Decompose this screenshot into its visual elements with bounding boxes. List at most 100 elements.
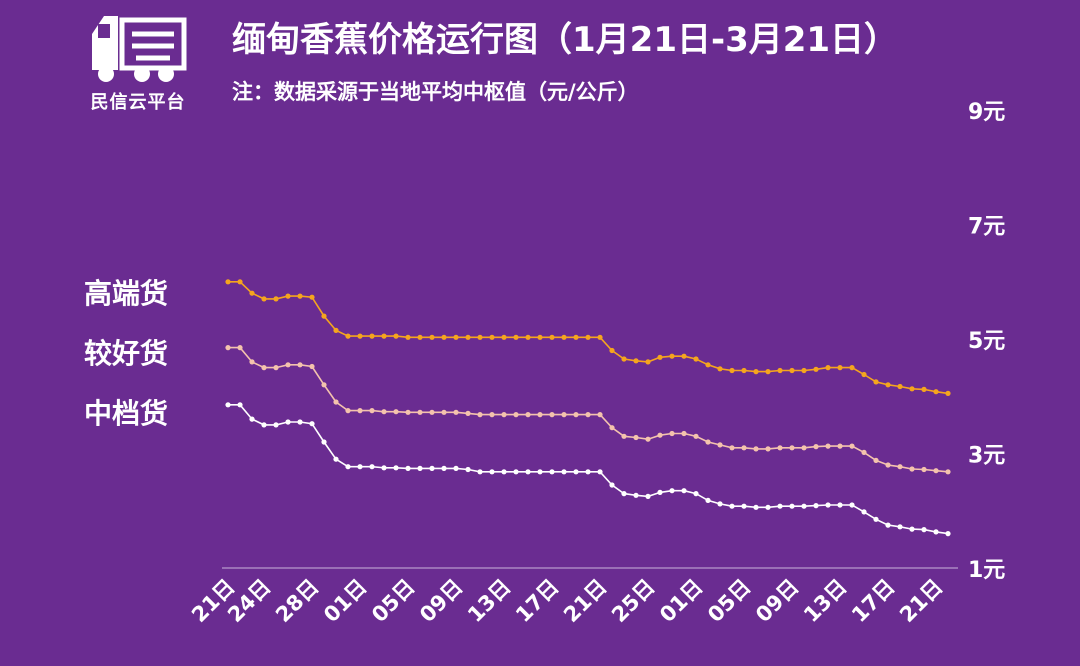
data-point-good-22: [489, 412, 495, 418]
data-point-high-46: [777, 367, 783, 374]
data-point-mid-45: [765, 504, 771, 510]
data-point-high-52: [849, 365, 855, 371]
data-point-mid-35: [645, 493, 651, 499]
data-point-high-16: [417, 334, 423, 340]
data-point-good-51: [837, 443, 843, 449]
data-point-high-26: [537, 334, 543, 340]
data-point-mid-14: [393, 465, 399, 471]
data-point-high-18: [441, 334, 447, 340]
data-point-mid-38: [681, 488, 687, 494]
data-point-mid-47: [789, 503, 795, 509]
data-point-mid-58: [921, 527, 927, 533]
data-point-mid-50: [825, 502, 831, 508]
data-point-mid-26: [537, 469, 543, 475]
data-point-high-13: [381, 333, 387, 339]
data-point-mid-33: [621, 491, 627, 497]
data-point-good-37: [669, 430, 675, 437]
x-tick-label-10: 01日: [655, 575, 707, 627]
data-point-mid-49: [813, 503, 819, 509]
data-point-mid-27: [549, 469, 555, 475]
data-point-good-19: [453, 409, 459, 415]
data-point-mid-30: [585, 469, 591, 475]
data-point-good-21: [477, 412, 483, 418]
data-point-high-31: [597, 334, 603, 340]
data-point-good-32: [609, 425, 615, 431]
data-point-mid-19: [453, 465, 459, 471]
legend-label-high: 高端货: [84, 277, 169, 310]
data-point-high-6: [297, 293, 303, 299]
data-point-good-3: [261, 365, 267, 371]
data-point-good-44: [753, 446, 759, 452]
data-point-high-37: [669, 353, 675, 359]
data-point-good-39: [693, 433, 699, 439]
data-point-high-5: [285, 293, 291, 299]
data-point-mid-10: [345, 464, 351, 470]
data-point-mid-55: [885, 522, 891, 528]
data-point-mid-59: [933, 529, 939, 535]
data-point-good-35: [645, 436, 651, 442]
data-point-good-59: [933, 468, 939, 474]
data-point-good-52: [849, 443, 855, 449]
data-point-good-30: [585, 412, 591, 418]
data-point-good-18: [441, 409, 447, 415]
data-point-high-39: [693, 356, 699, 362]
data-point-good-10: [345, 408, 351, 414]
data-point-high-23: [501, 334, 507, 340]
data-point-mid-56: [897, 524, 903, 530]
y-tick-label-2: 5元: [968, 329, 1005, 354]
data-point-good-0: [225, 345, 231, 351]
data-point-good-34: [633, 434, 639, 441]
data-point-good-5: [285, 362, 291, 368]
data-point-good-13: [381, 409, 387, 415]
data-point-good-7: [309, 363, 315, 370]
data-point-good-56: [897, 464, 903, 470]
data-point-good-53: [861, 449, 867, 455]
data-point-mid-53: [861, 509, 867, 515]
x-tick-label-14: 17日: [847, 575, 899, 627]
x-tick-label-13: 13日: [799, 575, 851, 627]
x-tick-label-2: 28日: [271, 575, 323, 627]
series-line-mid: [228, 403, 949, 535]
data-point-high-48: [801, 367, 807, 374]
x-tick-label-12: 09日: [751, 575, 803, 627]
data-point-mid-44: [753, 504, 759, 510]
x-tick-label-11: 05日: [703, 575, 755, 627]
x-tick-label-1: 24日: [223, 575, 275, 627]
data-point-mid-37: [669, 488, 675, 494]
data-point-mid-29: [573, 469, 579, 475]
data-point-good-36: [657, 432, 663, 438]
data-point-mid-6: [297, 419, 303, 425]
data-point-high-1: [237, 279, 243, 285]
y-tick-label-4: 9元: [968, 100, 1005, 125]
data-point-high-55: [885, 382, 891, 388]
data-point-good-4: [273, 365, 279, 371]
data-point-high-12: [369, 333, 375, 339]
data-point-high-41: [717, 366, 723, 372]
data-point-high-25: [525, 334, 531, 340]
data-point-good-20: [465, 410, 471, 416]
data-point-mid-23: [501, 469, 507, 475]
data-point-mid-16: [417, 465, 423, 471]
data-point-high-30: [585, 334, 591, 340]
data-point-mid-5: [285, 419, 291, 425]
data-point-mid-57: [909, 526, 915, 532]
data-point-high-8: [321, 313, 327, 319]
data-point-high-38: [681, 353, 687, 359]
x-tick-label-4: 05日: [367, 575, 419, 627]
data-point-high-10: [345, 333, 351, 339]
data-point-high-60: [945, 390, 951, 396]
data-point-high-43: [741, 367, 747, 374]
x-tick-label-3: 01日: [319, 575, 371, 627]
data-point-mid-60: [945, 531, 951, 537]
data-point-mid-43: [741, 503, 747, 509]
data-point-high-40: [705, 362, 711, 368]
x-tick-label-9: 25日: [607, 575, 659, 627]
data-point-good-8: [321, 382, 327, 388]
data-point-high-53: [861, 371, 867, 378]
data-point-high-50: [825, 365, 831, 371]
data-point-good-26: [537, 412, 543, 418]
data-point-mid-20: [465, 466, 471, 473]
page-title: 缅甸香蕉价格运行图（1月21日-3月21日）: [232, 20, 899, 60]
data-point-high-28: [561, 334, 567, 340]
data-point-mid-18: [441, 465, 447, 471]
